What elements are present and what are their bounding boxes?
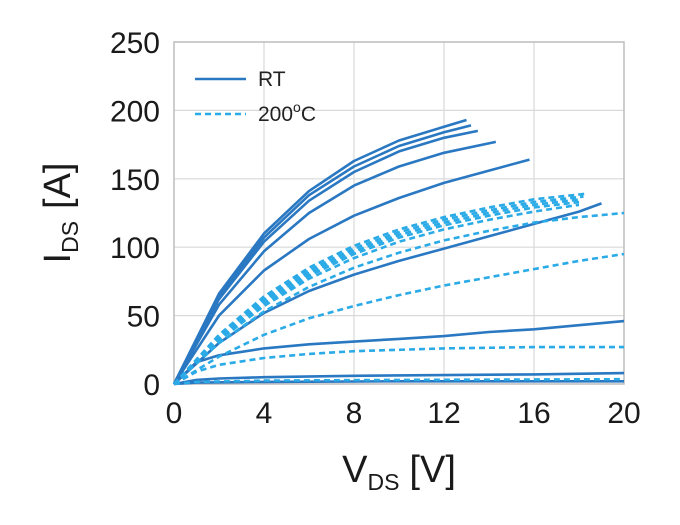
legend-label-200c: 200oC [258, 99, 316, 126]
series-line-200c-15 [173, 252, 625, 386]
series-layer [172, 118, 625, 386]
series-line-rt-5 [173, 202, 602, 385]
x-tick-label: 8 [346, 397, 363, 430]
y-tick-label: 200 [110, 95, 160, 128]
grid [173, 41, 625, 385]
series-line-200c-13 [173, 203, 580, 385]
x-tick-label: 4 [256, 397, 273, 430]
series-line-rt-3 [172, 140, 497, 385]
x-tick-label: 16 [517, 397, 550, 430]
y-tick-label: 250 [110, 27, 160, 60]
series-line-rt-6 [173, 319, 625, 385]
series-line-200c-9 [173, 192, 586, 385]
series-line-200c-10 [173, 195, 584, 385]
y-tick-labels: 0 50 100 150 200 250 [110, 27, 160, 402]
legend: RT 200oC [195, 68, 316, 126]
x-tick-label: 0 [166, 397, 183, 430]
y-axis-title: IDS[A] [37, 163, 83, 264]
y-tick-label: 50 [127, 301, 160, 334]
series-line-200c-16 [173, 345, 624, 386]
series-line-200c-11 [173, 198, 582, 385]
series-line-200c-17 [173, 377, 625, 386]
series-line-rt-4 [172, 158, 530, 385]
series-line-200c-14 [173, 211, 625, 385]
x-axis-title: VDS [V] [342, 449, 456, 495]
plot-frame [173, 41, 625, 385]
x-tick-label: 20 [607, 397, 640, 430]
y-tick-label: 100 [110, 232, 160, 265]
y-tick-label: 150 [110, 164, 160, 197]
series-line-rt-0 [172, 118, 467, 385]
series-line-rt-2 [172, 129, 479, 385]
series-line-rt-1 [172, 124, 472, 385]
legend-label-rt: RT [258, 68, 286, 91]
x-tick-label: 12 [427, 397, 460, 430]
series-line-200c-12 [173, 200, 580, 385]
series-line-rt-7 [173, 371, 625, 386]
y-tick-label: 0 [143, 369, 160, 402]
x-tick-labels: 0 4 8 12 16 20 [166, 397, 641, 430]
